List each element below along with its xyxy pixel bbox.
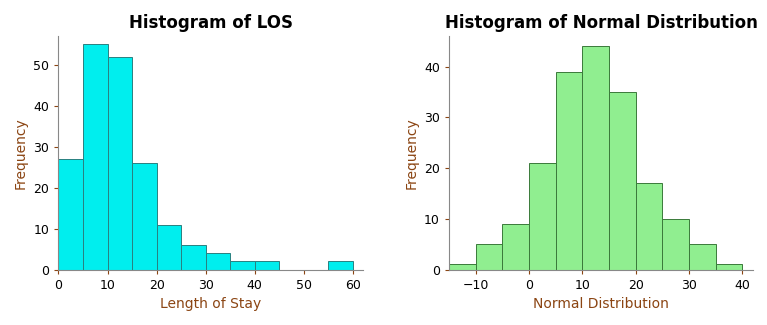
Bar [582, 46, 609, 269]
Bar [663, 219, 689, 269]
Bar [230, 261, 255, 269]
Y-axis label: Frequency: Frequency [14, 117, 28, 189]
Bar [83, 45, 107, 269]
Bar [206, 253, 230, 269]
Bar [156, 225, 181, 269]
X-axis label: Normal Distribution: Normal Distribution [533, 297, 669, 311]
Bar [636, 183, 663, 269]
Title: Histogram of Normal Distribution: Histogram of Normal Distribution [445, 14, 758, 32]
Bar [132, 163, 156, 269]
Bar [58, 159, 83, 269]
Bar [609, 92, 636, 269]
Bar [689, 244, 716, 269]
Bar [716, 265, 742, 269]
Bar [555, 72, 582, 269]
Bar [502, 224, 529, 269]
Title: Histogram of LOS: Histogram of LOS [129, 14, 292, 32]
Bar [107, 57, 132, 269]
Y-axis label: Frequency: Frequency [404, 117, 418, 189]
Bar [328, 261, 353, 269]
X-axis label: Length of Stay: Length of Stay [160, 297, 262, 311]
Bar [449, 265, 476, 269]
Bar [181, 245, 206, 269]
Bar [255, 261, 279, 269]
Bar [529, 163, 555, 269]
Bar [476, 244, 502, 269]
